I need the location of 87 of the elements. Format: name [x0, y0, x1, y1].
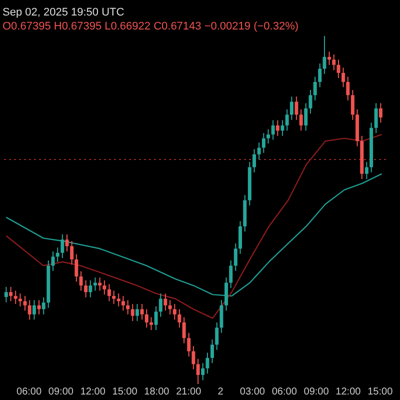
candlestick	[164, 293, 168, 312]
chart-subtitle: O0.67395 H0.67395 L0.66922 C0.67143 −0.00219 (−0.32%)	[2, 20, 299, 32]
candlestick	[140, 303, 144, 320]
candlestick	[342, 67, 346, 88]
candlestick	[374, 102, 378, 134]
candlestick	[220, 300, 224, 334]
candlestick	[144, 308, 148, 328]
candlestick	[192, 346, 196, 370]
x-tick-label: 15:00	[368, 386, 394, 398]
candlestick	[257, 142, 261, 160]
candlestick	[266, 128, 270, 144]
x-tick-label: 12:00	[80, 386, 106, 398]
candlestick	[79, 270, 83, 292]
candlestick	[149, 316, 153, 331]
candlestick	[23, 295, 27, 312]
candlestick	[328, 51, 332, 66]
candlestick	[4, 286, 8, 303]
candlestick	[294, 96, 298, 120]
x-tick-label: 21:00	[176, 386, 202, 398]
candlestick	[308, 89, 312, 114]
candlestick	[276, 120, 280, 136]
candlestick	[154, 306, 158, 331]
candlestick	[102, 280, 106, 296]
x-tick-label: 09:00	[48, 386, 74, 398]
x-tick-label: 12:00	[336, 386, 362, 398]
candlestick	[271, 120, 275, 140]
candlestick	[313, 76, 317, 101]
candlestick	[178, 308, 182, 328]
candlestick	[158, 293, 162, 318]
candlestick	[70, 240, 74, 266]
x-tick-label: 18:00	[144, 386, 170, 398]
candlestick	[285, 108, 289, 132]
x-tick-label: 06:00	[16, 386, 42, 398]
candlestick	[206, 352, 210, 374]
candlestick	[238, 220, 242, 254]
candlestick	[14, 290, 18, 304]
candlestick	[187, 332, 191, 358]
candlestick	[229, 260, 233, 288]
candlestick	[98, 277, 102, 292]
candlestick	[299, 108, 303, 132]
candlestick	[84, 280, 88, 298]
candlestick	[126, 300, 130, 315]
candlestick	[215, 322, 219, 350]
x-tick-label: 06:00	[272, 386, 298, 398]
candlestick	[378, 102, 382, 124]
candlestick	[28, 300, 32, 320]
candlestick	[112, 290, 116, 304]
candlestick	[182, 316, 186, 344]
candlestick	[210, 338, 214, 364]
candlestick	[121, 295, 125, 312]
candlestick	[234, 242, 238, 272]
candlestick	[201, 362, 205, 381]
candlestick	[290, 96, 294, 120]
candlestick	[65, 234, 69, 252]
candlestick	[107, 284, 111, 302]
candlestick	[304, 102, 308, 132]
x-tick-label: 2	[218, 386, 224, 398]
candlestick	[18, 293, 22, 307]
x-tick-label: 03:00	[240, 386, 266, 398]
candlestick	[88, 280, 92, 298]
candlestick	[350, 89, 354, 120]
candlestick	[172, 303, 176, 320]
candlestick	[116, 293, 120, 307]
candlestick	[280, 120, 284, 136]
candlestick	[262, 132, 266, 154]
candlestick	[9, 286, 13, 302]
candlestick	[168, 300, 172, 315]
candlestick	[74, 254, 78, 282]
candlestick	[93, 277, 97, 292]
candlestick	[252, 148, 256, 173]
chart-title: Sep 02, 2025 19:50 UTC	[2, 6, 124, 18]
candlestick	[332, 54, 336, 71]
candlestick	[336, 59, 340, 79]
candlestick	[322, 36, 326, 74]
candlestick	[318, 62, 322, 88]
candlestick	[51, 250, 55, 272]
x-tick-label: 15:00	[112, 386, 138, 398]
candlestick	[130, 303, 134, 322]
candlestick	[196, 358, 200, 384]
candlestick	[135, 303, 139, 322]
candlestick	[32, 300, 36, 320]
candlestick	[56, 247, 60, 262]
candlestick	[37, 300, 41, 315]
x-tick-label: 09:00	[304, 386, 330, 398]
candlestick	[346, 76, 350, 101]
candlestick	[42, 296, 46, 315]
candlestick	[60, 234, 64, 259]
